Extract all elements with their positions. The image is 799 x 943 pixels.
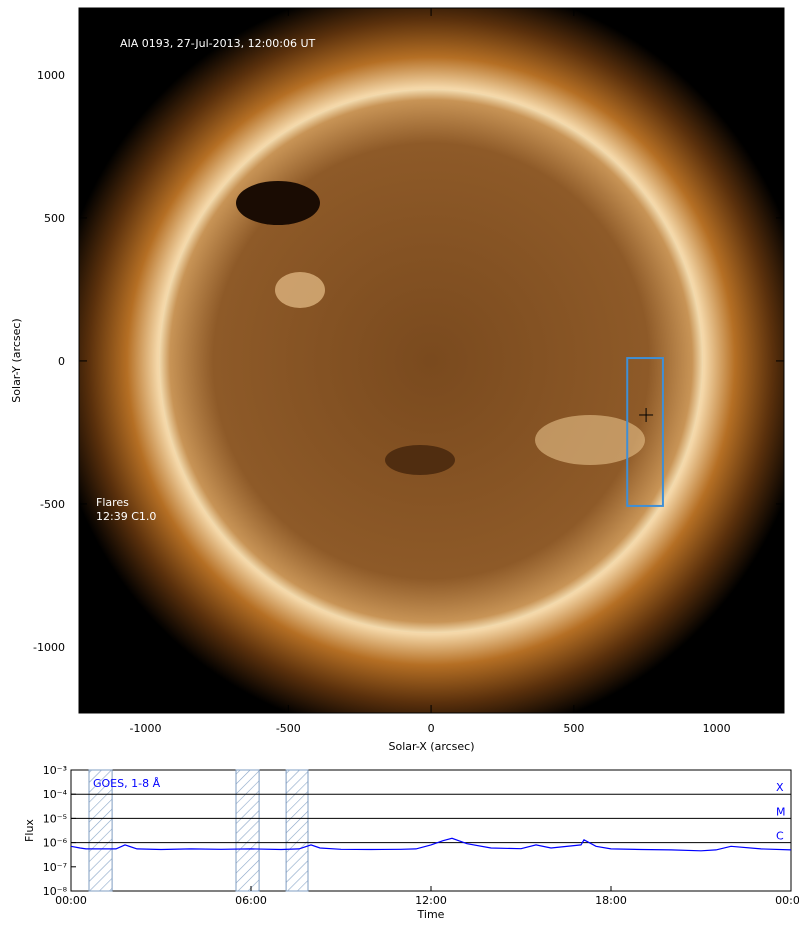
x-tick-label: -500 xyxy=(276,722,301,735)
legend-entry: GOES, 1-8 Å xyxy=(93,777,161,790)
solar-disk xyxy=(159,89,703,633)
y-tick-label: 10⁻⁶ xyxy=(43,837,68,850)
y-tick-label: 10⁻⁷ xyxy=(43,861,67,874)
y-tick-label: -500 xyxy=(40,498,65,511)
crosshair xyxy=(639,407,654,422)
x-tick-label: 500 xyxy=(563,722,584,735)
y-axis-label: Flux xyxy=(23,819,36,842)
x-tick-label: 00:00 xyxy=(55,894,87,907)
x-tick-label: 00:00 xyxy=(775,894,799,907)
solar-image xyxy=(79,8,784,713)
flux-line xyxy=(70,837,792,852)
data-gap xyxy=(285,769,309,892)
x-axis-label: Solar-X (arcsec) xyxy=(389,740,475,753)
y-axis-label: Solar-Y (arcsec) xyxy=(10,318,23,402)
y-tick-label: 10⁻⁸ xyxy=(43,885,68,898)
image-annotation: AIA 0193, 27-Jul-2013, 12:00:06 UT xyxy=(120,37,316,50)
x-tick-label: 18:00 xyxy=(595,894,627,907)
x-tick-label: 12:00 xyxy=(415,894,447,907)
goes-frame xyxy=(70,769,792,892)
y-tick-label: 10⁻⁴ xyxy=(43,788,68,801)
x-tick-label: -1000 xyxy=(130,722,162,735)
y-tick-label: 10⁻⁵ xyxy=(43,812,67,825)
class-label: C xyxy=(776,830,784,843)
data-gap xyxy=(88,769,113,892)
active-region xyxy=(535,415,645,465)
y-tick-label: 1000 xyxy=(37,69,65,82)
data-gap xyxy=(235,769,260,892)
class-label: M xyxy=(776,805,786,818)
x-tick-label: 06:00 xyxy=(235,894,267,907)
x-axis-label: Time xyxy=(417,908,445,921)
dark-region xyxy=(385,445,455,475)
y-tick-label: 10⁻³ xyxy=(43,764,67,777)
region-box xyxy=(626,357,664,507)
x-tick-label: 1000 xyxy=(703,722,731,735)
x-tick-label: 0 xyxy=(428,722,435,735)
active-region xyxy=(275,272,325,308)
coronal-hole xyxy=(236,181,320,225)
y-tick-label: 500 xyxy=(44,212,65,225)
flare-title: Flares xyxy=(96,496,129,509)
y-tick-label: -1000 xyxy=(33,641,65,654)
class-label: X xyxy=(776,781,784,794)
y-tick-label: 0 xyxy=(58,355,65,368)
flare-entry: 12:39 C1.0 xyxy=(96,510,156,523)
